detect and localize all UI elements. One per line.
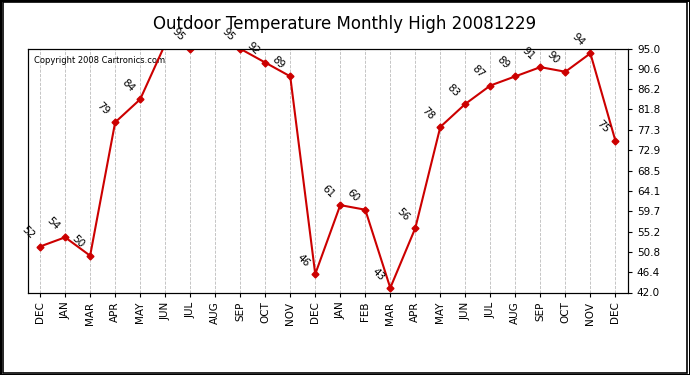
Text: 90: 90: [545, 50, 561, 66]
Text: 52: 52: [19, 225, 36, 241]
Text: 78: 78: [420, 105, 436, 122]
Text: 97: 97: [0, 374, 1, 375]
Text: 43: 43: [370, 266, 386, 282]
Text: 61: 61: [319, 183, 336, 200]
Text: 79: 79: [95, 100, 111, 117]
Text: 95: 95: [219, 27, 236, 43]
Text: 75: 75: [595, 119, 611, 135]
Text: 87: 87: [470, 63, 486, 80]
Text: Copyright 2008 Cartronics.com: Copyright 2008 Cartronics.com: [34, 56, 165, 65]
Text: 94: 94: [570, 32, 586, 48]
Text: 50: 50: [70, 234, 86, 250]
Text: 89: 89: [495, 54, 511, 71]
Text: 89: 89: [270, 54, 286, 71]
Text: 46: 46: [295, 252, 311, 268]
Text: 84: 84: [119, 77, 136, 94]
Text: 83: 83: [445, 82, 461, 98]
Text: 60: 60: [345, 188, 361, 204]
Text: 92: 92: [245, 40, 261, 57]
Text: 91: 91: [520, 45, 536, 62]
Text: 56: 56: [395, 206, 411, 222]
Text: Outdoor Temperature Monthly High 20081229: Outdoor Temperature Monthly High 2008122…: [153, 15, 537, 33]
Text: 96: 96: [0, 374, 1, 375]
Text: 54: 54: [45, 215, 61, 232]
Text: 95: 95: [170, 27, 186, 43]
